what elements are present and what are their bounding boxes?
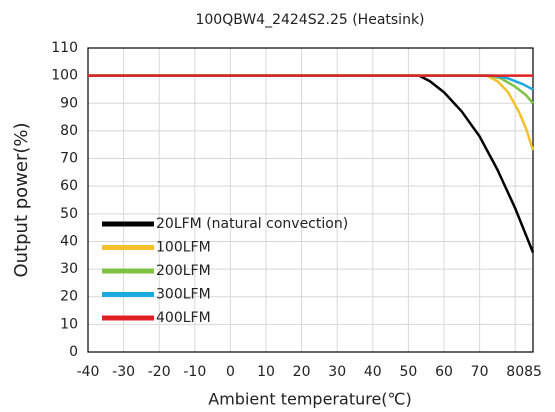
legend-label: 400LFM — [156, 310, 211, 326]
x-tick-label: 85 — [524, 364, 542, 380]
y-tick-label: 100 — [51, 68, 78, 84]
series-line — [88, 74, 535, 253]
y-tick-label: 40 — [60, 233, 78, 249]
y-tick-label: 0 — [69, 344, 78, 360]
x-tick-label: 80 — [506, 364, 524, 380]
x-tick-label: -10 — [183, 364, 206, 380]
x-tick-label: 30 — [328, 364, 346, 380]
legend-label: 200LFM — [156, 263, 211, 279]
y-tick-label: 70 — [60, 151, 78, 167]
series-line — [88, 74, 535, 151]
plot-frame — [87, 47, 534, 353]
x-tick-label: 10 — [257, 364, 275, 380]
x-tick-label: -40 — [77, 364, 100, 380]
x-tick-label: 40 — [364, 364, 382, 380]
series-line — [88, 74, 534, 91]
x-tick-label: 70 — [471, 364, 489, 380]
y-tick-label: 20 — [60, 289, 78, 305]
x-tick-label: 0 — [226, 364, 235, 380]
y-tick-label: 60 — [60, 178, 78, 194]
x-tick-label: -30 — [112, 364, 135, 380]
y-tick-label: 10 — [60, 316, 78, 332]
legend-label: 20LFM (natural convection) — [156, 216, 348, 232]
y-tick-label: 50 — [60, 206, 78, 222]
x-tick-label: 50 — [399, 364, 417, 380]
y-tick-label: 110 — [51, 40, 78, 56]
series-line — [88, 74, 534, 105]
x-tick-label: 60 — [435, 364, 453, 380]
y-tick-label: 30 — [60, 261, 78, 277]
y-tick-label: 80 — [60, 123, 78, 139]
legend-label: 100LFM — [156, 240, 211, 256]
y-tick-label: 90 — [60, 95, 78, 111]
x-axis-label: Ambient temperature(℃) — [208, 390, 412, 409]
y-axis-label: Output power(%) — [11, 122, 32, 277]
x-tick-label: 20 — [293, 364, 311, 380]
legend-label: 300LFM — [156, 287, 211, 303]
x-tick-label: -20 — [148, 364, 171, 380]
chart-title: 100QBW4_2424S2.25 (Heatsink) — [195, 12, 424, 28]
